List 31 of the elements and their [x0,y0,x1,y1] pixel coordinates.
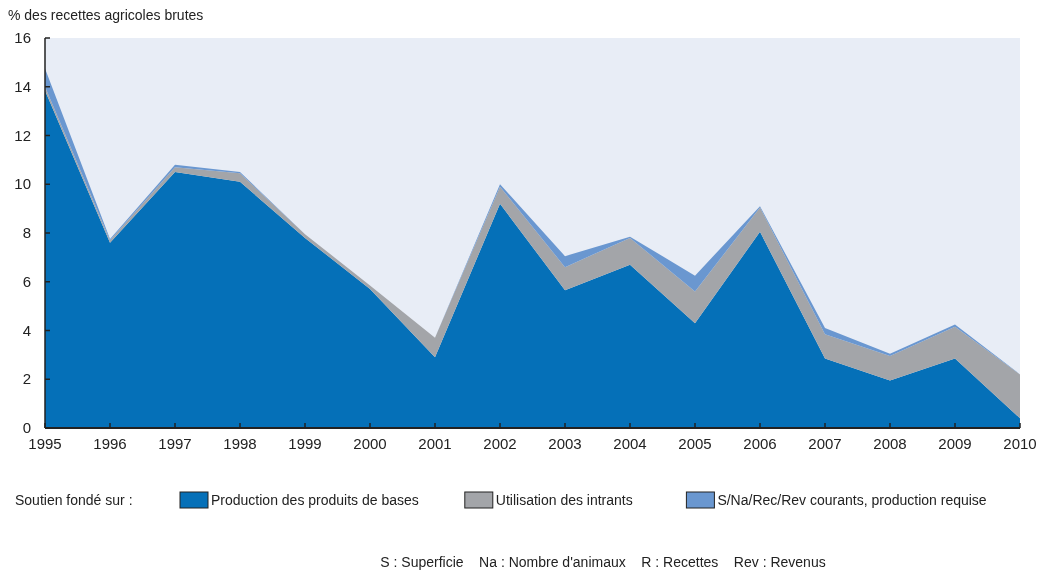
y-tick-label: 14 [14,77,31,95]
legend-label: Production des produits de bases [211,492,419,508]
x-tick-label: 2000 [353,435,387,452]
y-tick-label: 2 [22,370,31,388]
y-tick-label: 8 [22,224,31,241]
text: S : Superficie Na : Nombre d'animaux R : Recettes Rev : Revenus [380,554,826,570]
legend-label: S/Na/Rec/Rev courants, production requise [717,492,987,508]
y-tick-label: 4 [22,321,31,339]
x-tick-label: 2010 [1003,435,1037,452]
legend-label: Utilisation des intrants [495,492,633,508]
y-tick-label: 0 [22,419,31,436]
y-tick-label: 16 [14,29,31,46]
x-tick-label: 1996 [93,435,127,452]
x-tick-label: 1998 [223,435,257,452]
y-tick-label: 6 [22,272,31,290]
x-tick-label: 2009 [938,435,972,452]
x-tick-label: 1995 [28,435,62,452]
x-tick-label: 2003 [548,435,582,452]
x-tick-label: 2004 [613,435,647,452]
x-tick-label: 2005 [678,435,712,452]
legend-title: Soutien fondé sur : [15,492,133,508]
y-tick-label: 10 [14,175,31,193]
x-tick-label: 2002 [483,435,517,452]
x-tick-label: 2007 [808,435,842,452]
x-tick-label: 2006 [743,435,777,452]
y-axis-title: % des recettes agricoles brutes [8,7,204,23]
x-tick-label: 1999 [288,435,322,452]
x-tick-label: 2001 [418,435,452,452]
x-tick-label: 1997 [158,435,192,452]
x-tick-label: 2008 [873,435,907,452]
y-tick-label: 12 [14,126,31,144]
